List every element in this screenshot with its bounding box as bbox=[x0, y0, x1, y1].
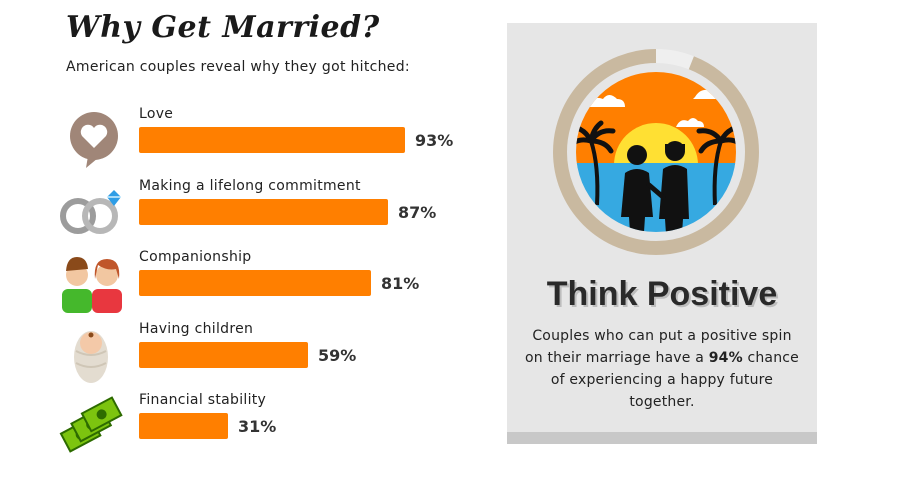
bar-value-label: 81% bbox=[381, 274, 420, 293]
bar bbox=[139, 270, 371, 296]
panel-title: Think Positive bbox=[546, 275, 778, 313]
chart-title: Why Get Married? bbox=[66, 10, 380, 45]
bar-row: Making a lifelong commitment 87% bbox=[0, 178, 500, 238]
bar-row: Financial stability 31% bbox=[0, 392, 500, 453]
bar bbox=[139, 198, 388, 225]
bar-label: Financial stability bbox=[139, 392, 267, 408]
bar bbox=[139, 127, 405, 153]
wedding-rings-icon bbox=[58, 178, 128, 242]
bar-label: Love bbox=[139, 106, 174, 122]
couple-icon bbox=[58, 249, 128, 313]
panel-highlight: 94% bbox=[708, 350, 743, 366]
bar bbox=[139, 341, 308, 368]
panel-text: Couples who can put a positive spin on t… bbox=[522, 325, 802, 413]
bar-row: Love 93% bbox=[0, 106, 500, 168]
panel-text-after: chance of experiencing a happy future to… bbox=[550, 350, 799, 410]
chart-subtitle: American couples reveal why they got hit… bbox=[66, 59, 410, 75]
bar-label: Having children bbox=[139, 320, 254, 337]
bar-row: Having children 59% bbox=[0, 320, 500, 383]
bar bbox=[139, 413, 228, 439]
baby-icon bbox=[58, 321, 128, 385]
bar-value-label: 87% bbox=[398, 202, 437, 222]
panel-shadow bbox=[507, 432, 817, 444]
money-icon bbox=[58, 392, 128, 456]
bar-value-label: 59% bbox=[318, 345, 357, 365]
bar-value-label: 31% bbox=[238, 417, 277, 436]
heart-speech-bubble-icon bbox=[58, 106, 128, 170]
bar-label: Companionship bbox=[139, 249, 252, 265]
progress-ring bbox=[553, 49, 759, 255]
bar-value-label: 93% bbox=[415, 131, 454, 150]
beach-couple-icon bbox=[553, 49, 759, 255]
bar-row: Companionship 81% bbox=[0, 249, 500, 313]
bar-label: Making a lifelong commitment bbox=[139, 177, 361, 194]
panel-text-before: Couples who can put a positive spin on t… bbox=[524, 328, 792, 366]
